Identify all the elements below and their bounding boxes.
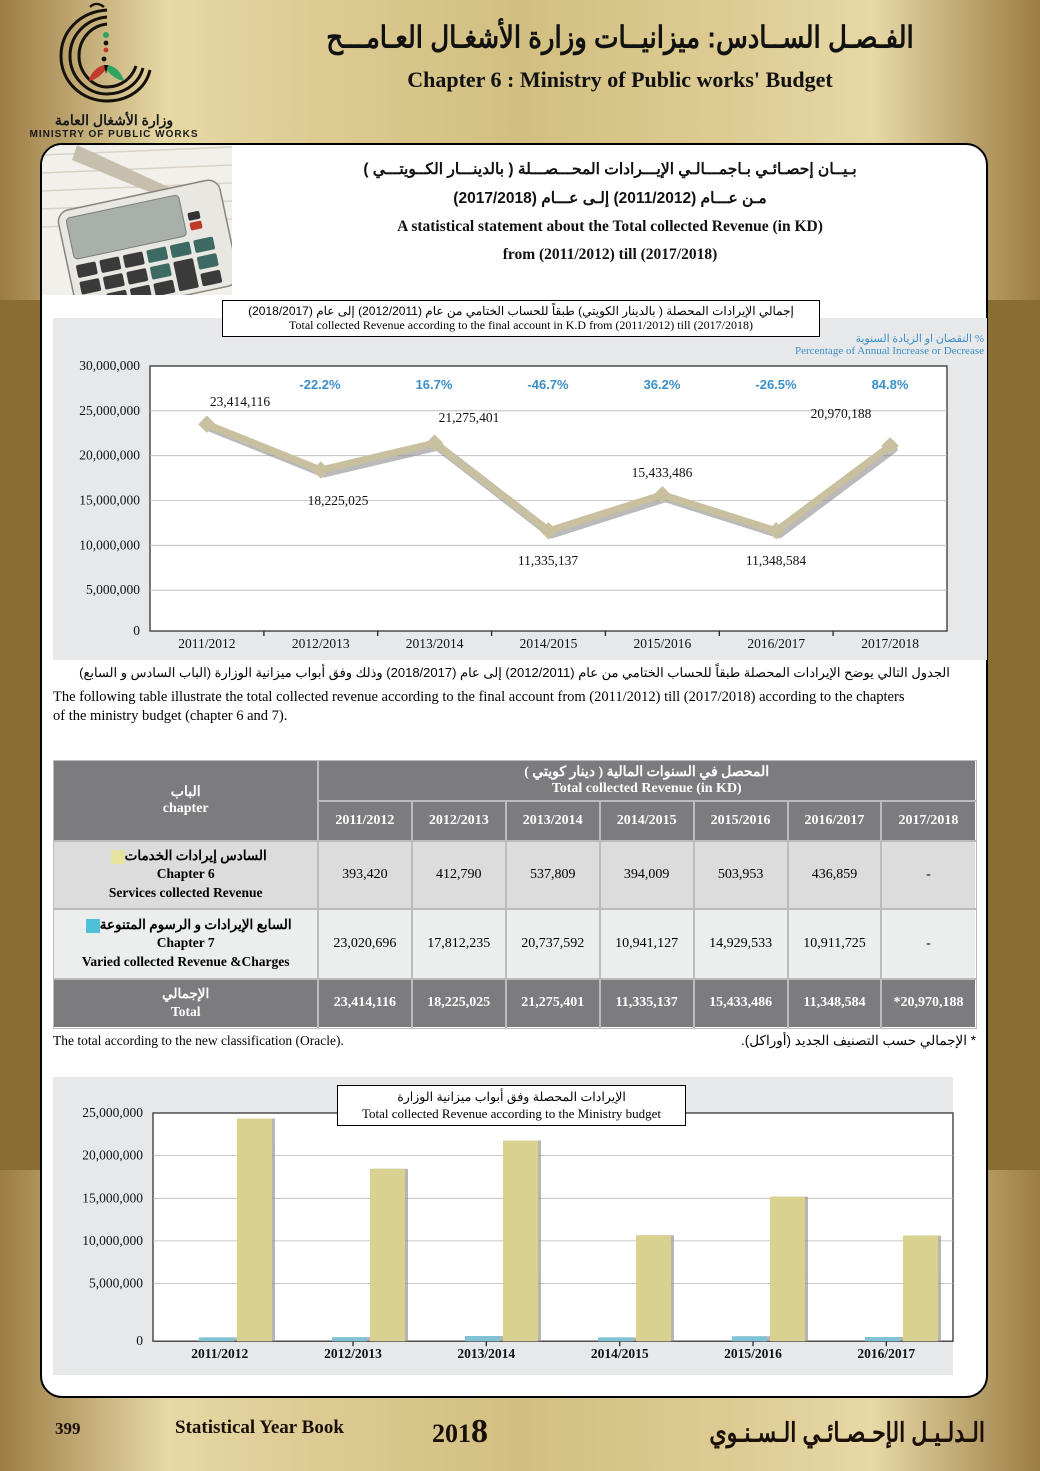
svg-text:2016/2017: 2016/2017: [857, 1346, 915, 1361]
svg-text:2013/2014: 2013/2014: [457, 1346, 515, 1361]
svg-text:2014/2015: 2014/2015: [591, 1346, 649, 1361]
svg-text:15,000,000: 15,000,000: [82, 1190, 143, 1205]
svg-text:20,000,000: 20,000,000: [82, 1148, 143, 1163]
svg-text:2012/2013: 2012/2013: [324, 1346, 382, 1361]
svg-text:25,000,000: 25,000,000: [82, 1105, 143, 1120]
svg-text:5,000,000: 5,000,000: [89, 1276, 143, 1291]
svg-text:10,000,000: 10,000,000: [82, 1233, 143, 1248]
svg-text:2015/2016: 2015/2016: [724, 1346, 782, 1361]
svg-text:2011/2012: 2011/2012: [191, 1346, 248, 1361]
svg-text:0: 0: [136, 1333, 143, 1348]
